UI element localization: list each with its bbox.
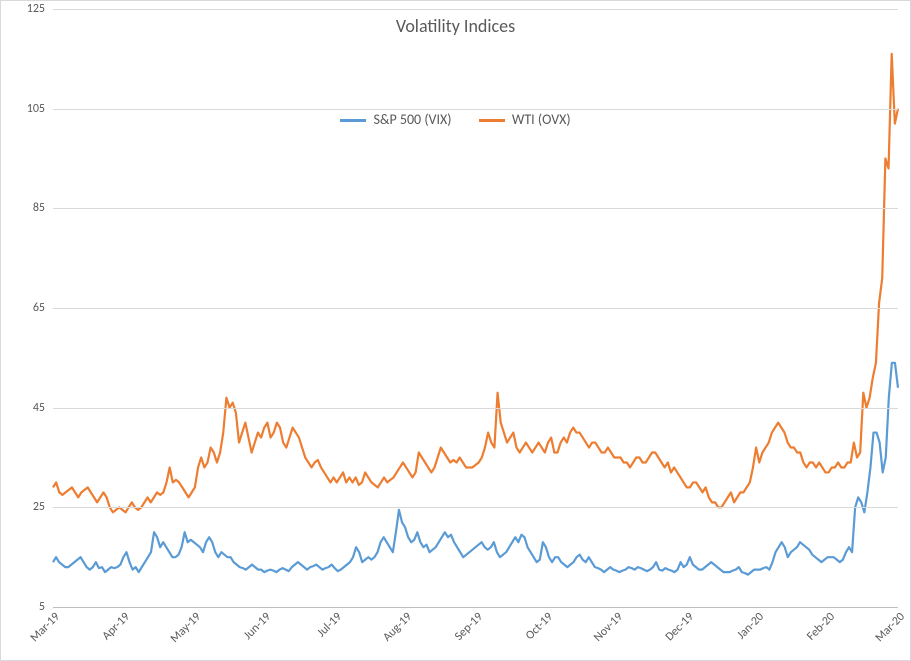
x-tick-label: Apr-19 xyxy=(100,610,133,643)
y-tick-label: 125 xyxy=(27,2,45,16)
y-tick-label: 5 xyxy=(39,600,45,614)
x-axis-labels: Mar-19Apr-19May-19Jun-19Jul-19Aug-19Sep-… xyxy=(53,610,898,652)
y-tick-label: 85 xyxy=(33,201,45,215)
gridline xyxy=(53,109,898,110)
y-tick-label: 65 xyxy=(33,301,45,315)
x-tick-label: Jun-19 xyxy=(241,610,274,643)
x-tick-label: Aug-19 xyxy=(381,610,415,644)
x-tick-label: Feb-20 xyxy=(804,610,838,644)
x-tick-label: Jul-19 xyxy=(314,610,344,640)
gridline xyxy=(53,308,898,309)
gridline xyxy=(53,408,898,409)
x-tick-label: Nov-19 xyxy=(592,610,627,645)
series-line-0 xyxy=(53,363,898,575)
y-tick-label: 25 xyxy=(33,500,45,514)
plot-area: 525456585105125 xyxy=(53,9,898,608)
gridline xyxy=(53,208,898,209)
gridline xyxy=(53,9,898,10)
x-tick-label: Mar-20 xyxy=(873,610,908,645)
y-tick-label: 45 xyxy=(33,401,45,415)
x-tick-label: May-19 xyxy=(168,610,204,646)
x-tick-label: Mar-19 xyxy=(28,610,63,645)
x-tick-label: Jan-20 xyxy=(735,610,767,642)
volatility-chart: Volatility Indices S&P 500 (VIX) WTI (OV… xyxy=(0,0,911,661)
y-tick-label: 105 xyxy=(27,102,45,116)
series-line-1 xyxy=(53,54,898,512)
gridline xyxy=(53,507,898,508)
x-tick-label: Dec-19 xyxy=(663,610,697,644)
x-tick-label: Oct-19 xyxy=(523,610,556,643)
x-tick-label: Sep-19 xyxy=(452,610,486,644)
